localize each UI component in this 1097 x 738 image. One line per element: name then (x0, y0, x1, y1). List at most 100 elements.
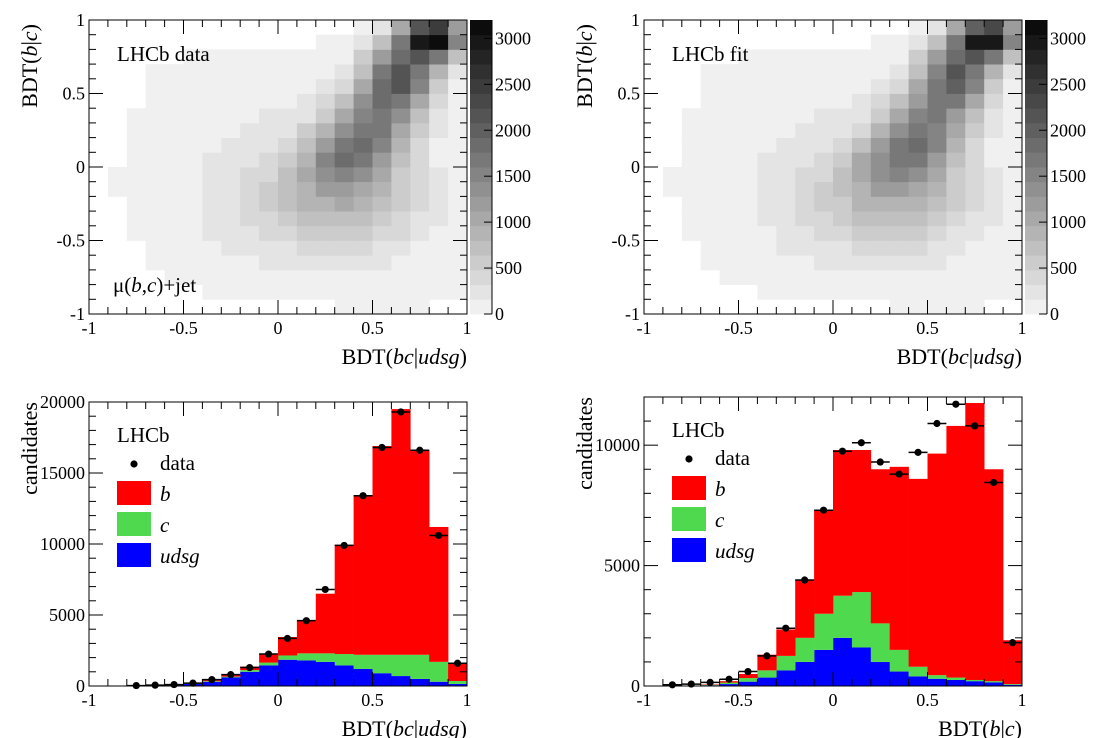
data-point (763, 652, 771, 660)
bar-c (315, 653, 335, 662)
heatmap-cell (410, 181, 430, 197)
bar-udsg (240, 671, 260, 686)
stacked-panel-bottom-right: -1 -0.5 0 0.5 1 0 5000 10000 LHCb data bc udsg BDT(b… (572, 396, 1027, 738)
heatmap-cell (240, 93, 260, 109)
colorbar-swatch (1025, 255, 1047, 263)
heatmap-cell (145, 167, 165, 183)
heatmap-cell (221, 64, 241, 80)
heatmap-cell (870, 34, 891, 50)
heatmap-cell (259, 108, 279, 124)
data-point (971, 422, 979, 430)
heatmap-cell (984, 34, 1004, 50)
heatmap-cell (984, 78, 1004, 94)
heatmap-cell (984, 108, 1004, 124)
y-tick-label: 0 (76, 676, 85, 696)
heatmap-cell (833, 78, 853, 94)
heatmap-cell (870, 269, 891, 285)
heatmap-cell (183, 269, 203, 285)
x-tick-label: 1 (463, 318, 472, 338)
bar-udsg (870, 661, 890, 686)
heatmap-cell (353, 181, 373, 197)
heatmap-cell (334, 269, 354, 285)
data-point (668, 681, 676, 689)
heatmap-cell (757, 196, 777, 212)
heatmap-cell (372, 108, 392, 124)
heatmap-cell (700, 211, 720, 227)
data-point (302, 617, 310, 625)
heatmap-cell (681, 181, 702, 197)
heatmap-cell (372, 240, 392, 256)
heatmap-cell (334, 196, 354, 212)
data-point (416, 446, 424, 454)
heatmap-cell (221, 122, 241, 138)
heatmap-cell (353, 255, 373, 271)
heatmap-cell (681, 211, 702, 227)
heatmap-cell (240, 64, 260, 80)
heatmap-panel-top-right: -1 -0.5 0 0.5 1 -1 -0.5 0 0.5 1 LHCb fit BDT(bc|uds… (572, 10, 1086, 369)
heatmap-cell (814, 49, 834, 65)
legend-swatch-c (672, 507, 706, 531)
heatmap-cell (719, 122, 739, 138)
heatmap-cell (391, 152, 411, 168)
heatmap-cell (965, 64, 985, 80)
heatmap-cell (240, 196, 260, 212)
heatmap-cell (278, 240, 298, 256)
heatmap-cell (183, 108, 203, 124)
heatmap-cell (681, 137, 702, 153)
heatmap-cell (183, 93, 203, 109)
heatmap-cell (719, 93, 739, 109)
heatmap-cell (126, 122, 147, 138)
x-tick-label: 0.5 (916, 318, 939, 338)
bar-udsg (296, 660, 317, 686)
heatmap-cell (719, 64, 739, 80)
heatmap-cell (278, 122, 298, 138)
heatmap-cell (448, 211, 468, 227)
colorbar-swatch (1025, 100, 1047, 109)
heatmap-cell (221, 255, 241, 271)
bar-c (965, 679, 985, 682)
colorbar-swatch (470, 255, 492, 263)
heatmap-cell (240, 122, 260, 138)
heatmap-cell (851, 122, 872, 138)
heatmap-cell (738, 211, 758, 227)
heatmap-cell (296, 152, 317, 168)
heatmap-cell (757, 167, 777, 183)
heatmap-cell (870, 255, 891, 271)
heatmap-cell (908, 299, 928, 315)
heatmap-cell (145, 78, 165, 94)
heatmap-cell (833, 167, 853, 183)
heatmap-cell (334, 240, 354, 256)
heatmap-cell (946, 122, 966, 138)
colorbar-swatch (470, 218, 492, 227)
heatmap-cell (221, 181, 241, 197)
heatmap-cell (448, 137, 468, 153)
heatmap-cell (448, 108, 468, 124)
bar-c (851, 592, 872, 648)
heatmap-cell (334, 64, 354, 80)
bar-c (738, 678, 758, 682)
colorbar-swatch (1025, 159, 1047, 168)
heatmap-cell (719, 108, 739, 124)
heatmap-cell (296, 78, 317, 94)
colorbar-swatch (1025, 181, 1047, 190)
bar-b (795, 580, 815, 638)
heatmap-cell (372, 167, 392, 183)
heatmap-cell (870, 181, 891, 197)
heatmap-cell (757, 64, 777, 80)
bar-b (738, 673, 758, 679)
bar-c (372, 654, 392, 674)
heatmap-cell (1003, 108, 1023, 124)
heatmap-cell (410, 49, 430, 65)
heatmap-cell (719, 225, 739, 241)
colorbar-tick-label: 1000 (1050, 212, 1086, 232)
heatmap-cell (889, 196, 909, 212)
heatmap-cell (334, 137, 354, 153)
heatmap-cell (681, 122, 702, 138)
colorbar-swatch (470, 27, 492, 36)
heatmap-cell (221, 93, 241, 109)
heatmap-cell (795, 196, 815, 212)
heatmap-cell (353, 269, 373, 285)
y-tick-label: -1 (625, 304, 640, 324)
heatmap-cell (889, 269, 909, 285)
bar-udsg (719, 684, 739, 686)
